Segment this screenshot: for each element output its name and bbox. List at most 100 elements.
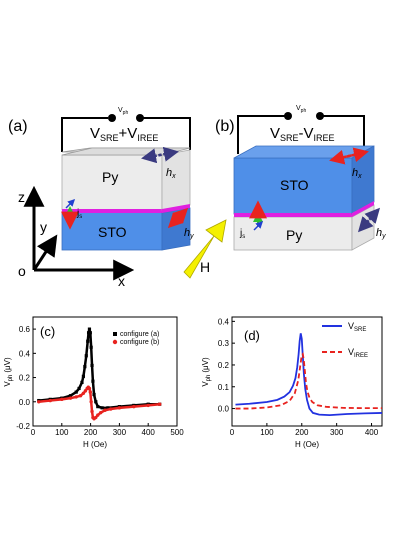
hx-arrow-a-left	[141, 148, 177, 164]
series-line-1	[38, 385, 160, 421]
svg-text:Vph: Vph	[296, 105, 306, 114]
data-point	[90, 363, 94, 368]
data-point	[98, 410, 103, 415]
contact-a-left	[108, 114, 116, 122]
origin-label: o	[18, 263, 26, 279]
hy-arrow-a-down	[167, 209, 187, 229]
data-point	[87, 386, 92, 391]
panel-a: (a) Vph VSRE+VIREE Py STO hx	[8, 107, 194, 251]
field-arrow: H	[183, 219, 227, 279]
data-point	[68, 394, 73, 398]
hx-label-b: h	[352, 167, 358, 179]
hy-label-a: h	[184, 227, 190, 239]
coordinate-axes: z y x o	[18, 185, 135, 289]
svg-text:js: js	[76, 208, 82, 220]
xtick-label: 0	[230, 428, 235, 437]
data-point	[87, 327, 92, 331]
vph-b-sub: ph	[301, 108, 307, 114]
hx-label-a: h	[166, 167, 172, 179]
legend-c-label-a: configure (a)	[120, 331, 159, 338]
spin-blue-arrow-b	[253, 220, 264, 231]
data-point	[48, 398, 52, 403]
xtick-label: 0	[31, 428, 36, 437]
data-point	[91, 379, 95, 383]
chart-d-xlabel: H (Oe)	[295, 440, 319, 449]
xtick-label: 300	[330, 428, 344, 437]
data-point	[89, 345, 93, 349]
ytick-label: 0.3	[218, 339, 230, 348]
panel-b: (b) Vph VSRE-VIREE STO Py hx hy	[215, 105, 386, 251]
panel-a-label: (a)	[8, 118, 28, 135]
xtick-label: 400	[142, 428, 156, 437]
data-point	[86, 339, 90, 343]
xtick-label: 300	[113, 428, 127, 437]
data-point	[158, 402, 162, 406]
legend-c-label-b: configure (b)	[120, 339, 159, 346]
data-point	[92, 392, 96, 397]
xtick-label: 100	[260, 428, 274, 437]
data-point	[94, 415, 98, 420]
ytick-label: -0.2	[16, 422, 30, 431]
z-axis-label: z	[18, 189, 25, 205]
sto-layer-a	[61, 211, 163, 251]
legend-c-swatch-a	[113, 332, 117, 336]
js-label-b: j	[239, 228, 242, 239]
data-point	[146, 403, 150, 408]
data-point	[77, 386, 81, 391]
data-point	[83, 389, 88, 393]
data-point	[83, 365, 87, 369]
svg-text:js: js	[239, 228, 245, 240]
ytick-label: 0.4	[218, 317, 230, 326]
interface-a	[62, 209, 162, 213]
data-point	[84, 354, 88, 358]
block-a-top-face	[61, 147, 191, 156]
panel-b-label: (b)	[215, 118, 235, 135]
xtick-label: 500	[170, 428, 184, 437]
hy-arrow-b-down	[357, 209, 379, 233]
hx-arrow-b-left	[329, 149, 367, 165]
chart-d: (d) 0 100 200 300 400 0.0 0.1 0.2 0.3 0.4 VSRE VI…	[201, 316, 383, 449]
js-label-a: j	[76, 208, 79, 219]
svg-text:hy: hy	[184, 227, 194, 240]
data-point	[68, 396, 73, 400]
interface-b	[234, 213, 352, 217]
data-point	[106, 406, 110, 410]
data-point	[117, 406, 122, 410]
ytick-label: 0.0	[19, 398, 31, 407]
formula-b: VSRE-VIREE	[270, 125, 335, 143]
data-point	[132, 404, 136, 409]
chart-c: (c) 0 100 200 300 400 500 -0.2 0.0 0.2 0.4 0.6 con…	[3, 316, 184, 449]
y-axis-label: y	[40, 219, 47, 235]
data-point	[88, 390, 93, 394]
data-point	[100, 406, 104, 410]
data-point	[88, 331, 92, 335]
xtick-label: 200	[295, 428, 309, 437]
chart-c-frame	[32, 316, 178, 427]
chart-c-ylabel: Vph(μV)	[3, 357, 14, 387]
hy-label-b: h	[376, 227, 382, 239]
contact-b-left	[284, 112, 292, 120]
series-line-0	[235, 333, 383, 417]
spin-blue-arrow-a	[65, 198, 76, 209]
data-point	[86, 331, 91, 335]
field-label: H	[200, 259, 210, 275]
xtick-label: 400	[365, 428, 379, 437]
svg-text:hy: hy	[376, 227, 386, 240]
data-point	[74, 390, 78, 394]
interface-b-side	[352, 201, 374, 217]
x-axis-label: x	[118, 273, 125, 289]
py-label-a: Py	[102, 169, 118, 185]
ytick-label: 0.2	[218, 361, 230, 370]
chart-d-panel-label: (d)	[244, 328, 260, 343]
block-a-side-py	[161, 149, 191, 211]
vph-a: V	[118, 107, 123, 114]
xtick-label: 200	[84, 428, 98, 437]
xtick-label: 100	[55, 428, 69, 437]
data-point	[89, 400, 93, 404]
legend-d-label-iree: VIREE	[348, 347, 368, 359]
data-point	[109, 407, 113, 411]
py-layer-a	[61, 154, 163, 211]
ytick-label: 0.2	[19, 374, 31, 383]
chart-c-panel-label: (c)	[40, 324, 55, 339]
